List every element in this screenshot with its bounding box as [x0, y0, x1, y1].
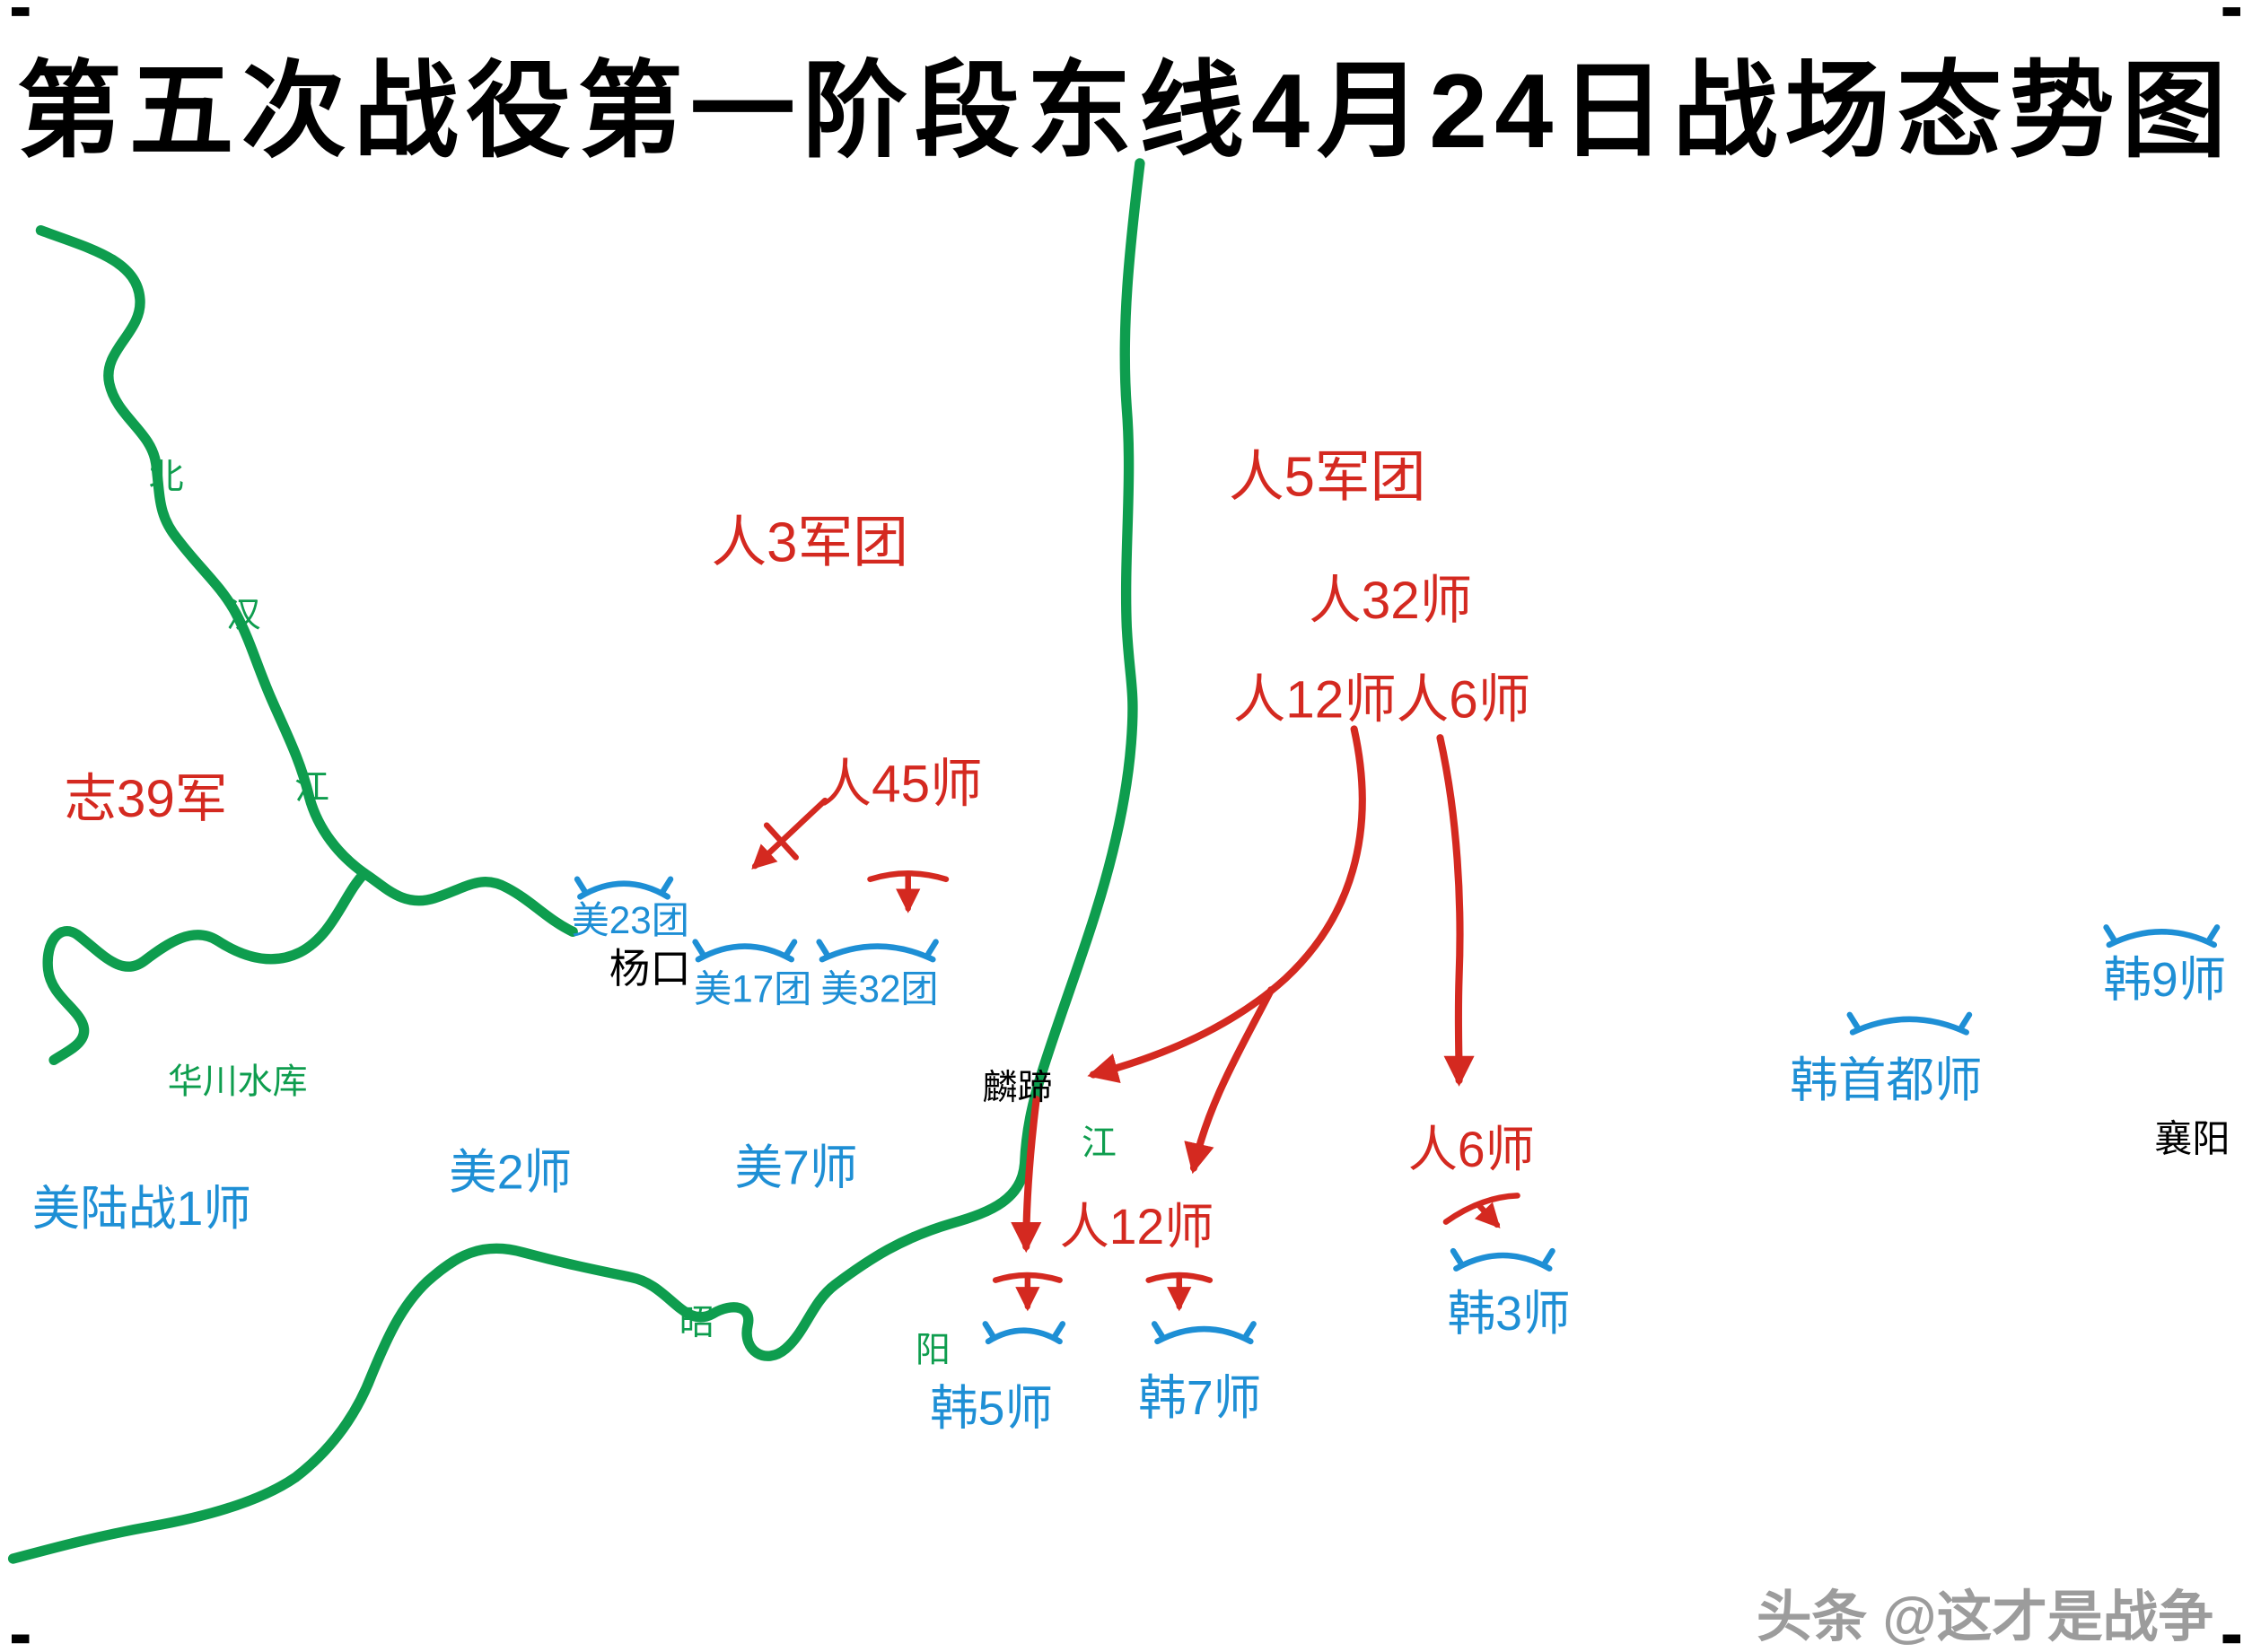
river-label-soyang-jiang: 江 [1082, 1124, 1117, 1163]
river-label-soyang-zhao: 昭 [679, 1304, 714, 1342]
label-rok-capital-div: 韩首都师 [1790, 1053, 1982, 1107]
attack-arrow-kpa-12-div [1184, 986, 1275, 1175]
label-us-1st-marine-div: 美陆战1师 [32, 1182, 251, 1236]
river-hwacheon-reservoir [42, 868, 370, 1065]
label-inje: 麟蹄 [983, 1069, 1053, 1107]
label-kpa-45-div: 人45师 [819, 756, 983, 814]
label-rok-7-div: 韩7师 [1138, 1371, 1261, 1425]
label-kpa-6-div: 人6师 [1408, 1122, 1535, 1177]
red-unit-symbol-45div-west-line [751, 797, 828, 870]
defense-arc-rok-3-div [1450, 1247, 1555, 1272]
corner-mark-top-left [11, 7, 30, 16]
red-unit-symbol-6div-tick [1474, 1201, 1501, 1228]
label-kpa-12-6-div: 人12师人6师 [1233, 670, 1530, 729]
label-rok-3-div: 韩3师 [1448, 1287, 1571, 1341]
label-rok-5-div: 韩5师 [930, 1382, 1053, 1436]
defense-arc-rok-5-div [982, 1321, 1066, 1345]
label-us-7-div: 美7师 [734, 1141, 857, 1194]
label-rok-9-div: 韩9师 [2103, 953, 2226, 1007]
label-us-32-regt: 美32团 [820, 967, 938, 1010]
attack-arrow-to-inje [1087, 725, 1366, 1084]
river-north-han-upper [35, 225, 370, 878]
label-yangyang: 襄阳 [2154, 1118, 2230, 1160]
river-hwacheon-east-branch [359, 868, 578, 937]
label-kpa-32-div: 人32师 [1309, 572, 1472, 630]
label-yanggu: 杨口 [609, 946, 691, 992]
river-label-north-han-han: 汉 [226, 597, 261, 635]
label-pva-39-army: 志39军 [64, 770, 227, 828]
river-label-north-han-jiang: 江 [294, 768, 329, 807]
label-us-2-div: 美2师 [449, 1145, 572, 1199]
label-kpa-3-corps: 人3军团 [711, 512, 907, 574]
label-us-23-regt: 美23团 [572, 899, 689, 941]
attack-arrow-kpa-6-div [1436, 734, 1475, 1087]
defense-arc-us-32-regt [816, 939, 939, 963]
label-kpa-12-div: 人12师 [1060, 1199, 1214, 1254]
defense-arc-rok-7-div [1151, 1321, 1257, 1345]
label-kpa-5-corps: 人5军团 [1229, 446, 1425, 508]
river-label-north-han-bei: 北 [149, 458, 184, 496]
river-main-and-soyang [7, 158, 1145, 1564]
corner-mark-top-right [2222, 7, 2241, 16]
corner-mark-bottom-right [2222, 1634, 2241, 1644]
defense-arc-rok-9-div [2103, 924, 2221, 948]
river-label-soyang-yang: 阳 [916, 1332, 951, 1370]
defense-arc-us-23-regt [574, 876, 674, 900]
corner-mark-bottom-left [11, 1634, 30, 1644]
map-title: 第五次战役第一阶段东线4月24日战场态势图 [17, 52, 2234, 170]
label-us-17-regt: 美17团 [694, 967, 811, 1010]
label-hwacheon-reservoir: 华川水库 [168, 1063, 308, 1102]
attack-arrow-south-of-inje [1011, 1096, 1042, 1254]
red-unit-symbol-45div-west-bar [763, 822, 799, 861]
watermark-toutiao: 头条 @这才是战争 [1757, 1586, 2213, 1648]
defense-arc-rok-capital-div [1846, 1011, 1973, 1036]
defense-arc-us-17-regt [692, 939, 798, 963]
